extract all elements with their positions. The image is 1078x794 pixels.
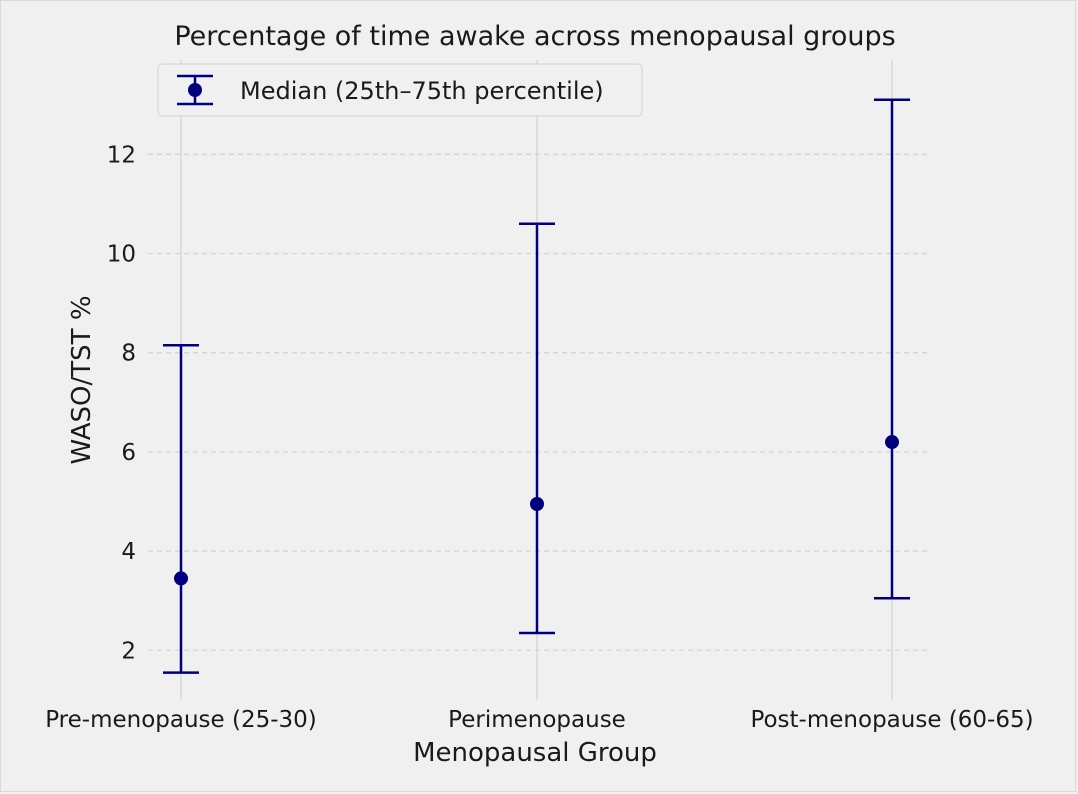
legend-marker-dot xyxy=(188,83,202,97)
y-tick-label: 12 xyxy=(107,142,136,168)
y-axis-label: WASO/TST % xyxy=(67,295,97,464)
y-tick-label: 10 xyxy=(107,242,136,268)
errorbar-group xyxy=(874,98,910,600)
x-tick-labels: Pre-menopause (25-30) Perimenopause Post-m… xyxy=(45,707,1033,733)
chart-title: Percentage of time awake across menopaus… xyxy=(174,21,895,52)
y-tick-label: 6 xyxy=(121,440,136,466)
y-tick-label: 8 xyxy=(121,341,136,367)
x-axis-label: Menopausal Group xyxy=(413,738,657,768)
y-tick-label: 2 xyxy=(121,638,136,664)
median-point xyxy=(530,497,544,512)
median-point xyxy=(174,571,188,586)
y-tick-labels: 2 4 6 8 10 12 xyxy=(107,142,136,664)
legend: Median (25th–75th percentile) xyxy=(157,63,643,117)
median-point xyxy=(885,435,899,450)
errorbar-group xyxy=(519,222,555,635)
x-tick-label: Pre-menopause (25-30) xyxy=(45,707,317,733)
x-tick-label: Perimenopause xyxy=(448,707,626,733)
errorbar-group xyxy=(163,344,199,674)
legend-entry-label: Median (25th–75th percentile) xyxy=(240,77,604,105)
y-tick-label: 4 xyxy=(121,539,136,565)
error-bars xyxy=(163,98,910,674)
legend-box xyxy=(157,63,643,117)
x-tick-label: Post-menopause (60-65) xyxy=(750,707,1033,733)
